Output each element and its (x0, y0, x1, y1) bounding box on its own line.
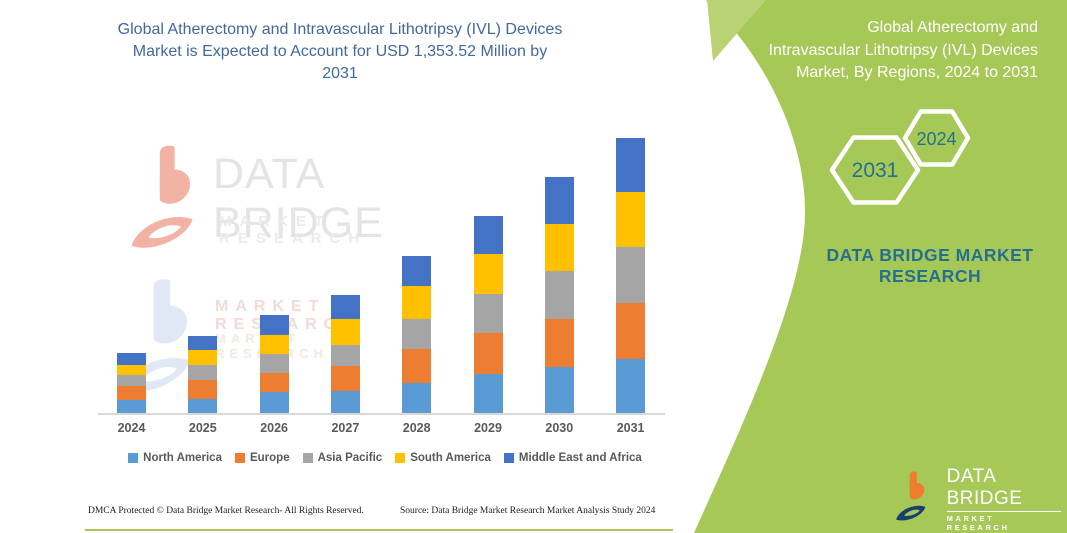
hexagon-2024-label: 2024 (916, 129, 956, 149)
bar-segment-europe (402, 349, 432, 384)
bar-segment-north-america (616, 358, 646, 413)
bar-segment-europe (117, 386, 146, 401)
bar-segment-europe (544, 318, 574, 368)
bar-segment-south-america (117, 364, 146, 376)
legend-swatch (395, 453, 406, 463)
bar-segment-middle-east-and-africa (117, 353, 146, 365)
logo-name-text: DATA BRIDGE (946, 466, 1061, 512)
bar-segment-europe (473, 333, 503, 374)
legend-item-europe: Europe (234, 452, 290, 464)
footer-divider (85, 529, 673, 531)
bar-segment-middle-east-and-africa (259, 314, 289, 336)
year-hexagons: 2031 2024 (829, 109, 971, 205)
bar-segment-north-america (188, 398, 218, 413)
legend-item-south-america: South America (395, 452, 491, 464)
bar-segment-middle-east-and-africa (188, 336, 218, 351)
chart-legend: North America Europe Asia Pacific South Ame… (75, 452, 695, 464)
bar-2030 (544, 176, 574, 413)
hexagon-2031-label: 2031 (852, 159, 899, 182)
bar-segment-europe (616, 303, 646, 359)
bar-segment-asia-pacific (616, 247, 646, 304)
bar-segment-europe (330, 365, 360, 392)
hexagon-2024 (902, 109, 971, 167)
logo-sub-text: MARKET RESEARCH (946, 514, 1010, 532)
light-green-accent (707, 0, 766, 61)
x-tick-label: 2027 (331, 421, 360, 435)
bar-segment-south-america (188, 350, 218, 365)
legend-label: Asia Pacific (317, 452, 383, 464)
bar-2027 (330, 295, 360, 413)
dbmr-logo: DATA BRIDGE MARKET RESEARCH (893, 466, 1061, 532)
bar-segment-north-america (473, 373, 503, 413)
legend-label: Middle East and Africa (518, 452, 642, 464)
bar-2026 (259, 314, 289, 413)
stacked-bar-plot (98, 129, 665, 413)
legend-label: Europe (249, 452, 290, 464)
bar-segment-south-america (259, 335, 289, 354)
bar-segment-north-america (402, 383, 432, 413)
x-tick-label: 2030 (545, 421, 574, 435)
x-tick-label: 2026 (260, 421, 288, 435)
bar-segment-asia-pacific (402, 318, 432, 350)
dbmr-logo-icon (896, 471, 926, 521)
legend-swatch (128, 453, 139, 463)
bar-segment-south-america (473, 254, 503, 295)
dmca-footer-text: DMCA Protected © Data Bridge Market Rese… (88, 506, 364, 516)
legend-swatch (234, 453, 245, 463)
dbmr-logo-watermark-orange-icon (131, 145, 193, 248)
legend-item-asia-pacific: Asia Pacific (302, 452, 383, 464)
bar-segment-asia-pacific (330, 344, 360, 366)
bar-segment-middle-east-and-africa (473, 215, 503, 255)
bar-segment-middle-east-and-africa (330, 295, 360, 319)
bar-segment-north-america (117, 400, 146, 413)
bar-2028 (402, 255, 432, 413)
bar-segment-middle-east-and-africa (402, 255, 432, 287)
x-tick-label: 2029 (474, 421, 502, 435)
watermark-brand-text: DATA BRIDGE (213, 150, 384, 247)
x-axis-labels: 2024 2025 2026 2027 2028 2029 2030 2031 (98, 421, 665, 441)
bar-segment-north-america (259, 392, 289, 413)
bar-segment-south-america (402, 286, 432, 319)
legend-label: North America (143, 452, 222, 464)
x-tick-label: 2025 (188, 421, 217, 435)
bar-segment-europe (188, 380, 218, 399)
legend-item-north-america: North America (128, 452, 222, 464)
bar-segment-asia-pacific (259, 353, 289, 374)
bar-segment-north-america (330, 391, 360, 413)
bar-segment-asia-pacific (188, 364, 218, 381)
watermark-sub-text: MARKET RESEARCH (219, 213, 368, 247)
chart-headline: Global Atherectomy and Intravascular Lit… (117, 21, 563, 82)
bar-2029 (473, 215, 503, 413)
bar-segment-asia-pacific (117, 375, 146, 387)
x-axis-line (98, 413, 665, 415)
side-panel-title: Global Atherectomy and Intravascular Lit… (768, 19, 1038, 81)
bar-segment-asia-pacific (544, 271, 574, 319)
x-tick-label: 2024 (117, 421, 146, 435)
bar-2031 (616, 137, 646, 413)
legend-label: South America (410, 452, 491, 464)
bar-segment-south-america (544, 224, 574, 272)
bar-segment-north-america (544, 367, 574, 413)
legend-swatch (302, 453, 313, 463)
source-footer-text: Source: Data Bridge Market Research Mark… (400, 506, 656, 516)
bar-segment-europe (259, 373, 289, 393)
bar-2025 (188, 336, 218, 413)
brand-text: DATA BRIDGE MARKET RESEARCH (826, 245, 1034, 286)
hexagon-2031 (829, 135, 921, 205)
bar-segment-middle-east-and-africa (616, 137, 646, 193)
x-tick-label: 2028 (402, 421, 431, 435)
legend-swatch (503, 453, 514, 463)
bar-segment-south-america (616, 192, 646, 248)
bar-segment-middle-east-and-africa (544, 176, 574, 225)
bar-segment-south-america (330, 318, 360, 345)
x-tick-label: 2031 (616, 421, 645, 435)
bar-2024 (117, 353, 146, 413)
legend-item-middle-east-and-africa: Middle East and Africa (503, 452, 642, 464)
bar-segment-asia-pacific (473, 294, 503, 334)
